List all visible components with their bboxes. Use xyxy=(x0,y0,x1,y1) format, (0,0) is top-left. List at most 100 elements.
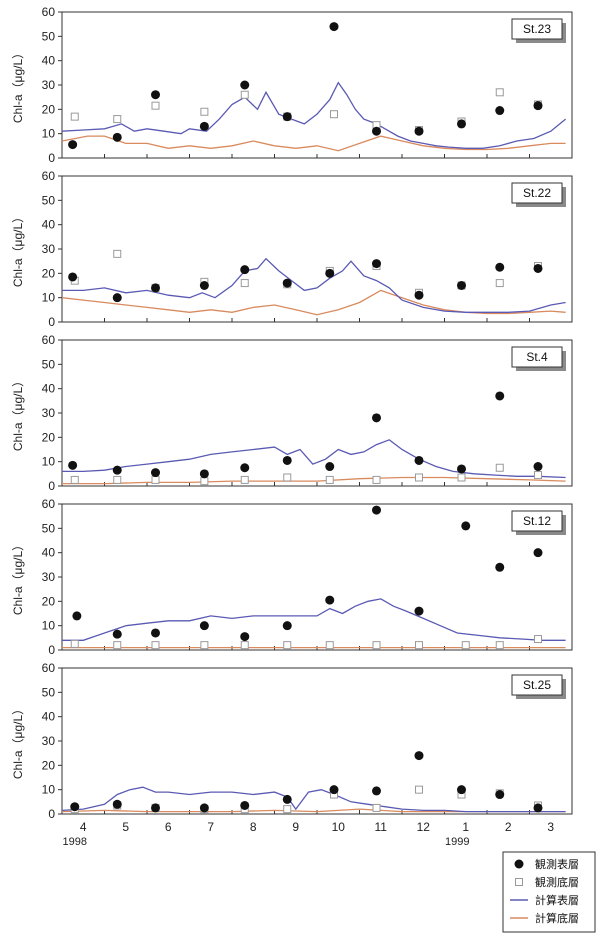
obs-surface-point xyxy=(199,469,209,479)
x-tick-label: 2 xyxy=(505,820,512,834)
obs-bottom-point xyxy=(113,475,122,484)
obs-bottom-point xyxy=(415,473,423,482)
x-tick-label: 4 xyxy=(80,820,87,834)
obs-bottom-point xyxy=(283,805,292,814)
y-tick-label: 30 xyxy=(42,406,56,420)
obs-bottom-point xyxy=(283,473,292,482)
obs-surface-point xyxy=(325,268,335,278)
obs-surface-point xyxy=(329,22,339,32)
obs-surface-point xyxy=(282,455,292,465)
obs-surface-point xyxy=(112,799,122,809)
obs-surface-point xyxy=(414,455,424,465)
obs-surface-point xyxy=(151,628,160,638)
obs-bottom-point xyxy=(325,475,334,484)
y-tick-label: 50 xyxy=(42,685,56,699)
y-tick-label: 60 xyxy=(42,333,56,347)
obs-surface-point xyxy=(240,632,250,642)
obs-surface-point xyxy=(533,101,543,111)
obs-surface-point xyxy=(533,803,543,813)
plot-frame xyxy=(61,339,573,487)
obs-bottom-point xyxy=(151,475,160,484)
obs-surface-point xyxy=(112,465,122,475)
plot-frame xyxy=(61,11,573,159)
station-label: St.22 xyxy=(523,186,551,200)
obs-surface-point xyxy=(112,293,122,303)
obs-surface-point xyxy=(68,140,78,150)
y-tick-label: 10 xyxy=(42,127,56,141)
calc-bottom-line xyxy=(61,135,566,152)
obs-surface-point xyxy=(461,521,471,531)
y-tick-label: 30 xyxy=(42,734,56,748)
x-tick-label: 9 xyxy=(292,820,299,834)
obs-bottom-point xyxy=(283,641,292,650)
y-tick-label: 20 xyxy=(42,594,56,608)
obs-surface-point xyxy=(240,80,250,90)
y-tick-label: 10 xyxy=(42,455,56,469)
obs-surface-point xyxy=(414,751,424,761)
x-tick-label: 7 xyxy=(207,820,214,834)
calc-surface-line xyxy=(61,81,567,149)
obs-surface-point xyxy=(372,413,381,423)
y-tick-label: 60 xyxy=(42,169,56,183)
obs-surface-point xyxy=(533,548,543,558)
calc-surface-line xyxy=(62,257,566,313)
obs-surface-point xyxy=(457,119,466,129)
obs-bottom-point xyxy=(151,101,160,110)
obs-surface-point xyxy=(72,611,82,621)
x-tick-label: 10 xyxy=(332,820,346,834)
obs-bottom-point xyxy=(495,463,504,472)
obs-surface-point xyxy=(199,121,209,131)
obs-bottom-point xyxy=(372,803,381,812)
obs-bottom-point xyxy=(372,475,381,484)
y-tick-label: 0 xyxy=(48,643,55,657)
obs-surface-point xyxy=(495,790,505,800)
obs-surface-point xyxy=(372,505,381,515)
station-box xyxy=(511,18,563,40)
legend-label: 計算表層 xyxy=(535,893,579,907)
y-tick-label: 30 xyxy=(42,242,56,256)
obs-surface-point xyxy=(151,468,160,478)
obs-surface-point xyxy=(325,595,335,605)
obs-bottom-point xyxy=(415,785,423,794)
obs-surface-point xyxy=(199,621,209,631)
obs-surface-point xyxy=(199,803,209,813)
y-tick-label: 20 xyxy=(42,430,56,444)
obs-bottom-point xyxy=(240,641,249,650)
obs-surface-point xyxy=(414,126,424,136)
y-tick-label: 20 xyxy=(42,266,56,280)
obs-bottom-point xyxy=(495,279,504,288)
obs-surface-point xyxy=(199,281,209,290)
y-tick-label: 50 xyxy=(42,193,56,207)
y-tick-label: 60 xyxy=(42,497,56,511)
legend-marker-obs-surface xyxy=(514,859,524,869)
x-tick-label: 8 xyxy=(250,820,257,834)
y-axis-label: Chl-a（μg/L） xyxy=(11,375,25,451)
obs-bottom-point xyxy=(151,641,160,650)
y-tick-label: 10 xyxy=(42,291,56,305)
legend-label: 計算底層 xyxy=(535,911,579,925)
obs-surface-point xyxy=(282,278,292,288)
calc-surface-line xyxy=(62,598,566,641)
panel-st22: 0 10 20 30 40 50 60 Chl-a（μg/L） St.22 xyxy=(11,169,573,329)
obs-surface-point xyxy=(240,800,250,810)
obs-bottom-point xyxy=(534,635,542,644)
station-label: St.12 xyxy=(523,514,551,528)
obs-surface-point xyxy=(112,132,122,142)
obs-bottom-point xyxy=(534,471,542,480)
obs-surface-point xyxy=(151,803,160,813)
obs-bottom-point xyxy=(70,475,79,484)
obs-bottom-point xyxy=(200,641,209,650)
obs-bottom-point xyxy=(372,641,381,650)
station-label: St.4 xyxy=(526,350,548,364)
obs-bottom-point xyxy=(70,639,79,648)
obs-surface-point xyxy=(372,259,381,269)
x-tick-label: 6 xyxy=(165,820,172,834)
obs-bottom-point xyxy=(70,112,79,121)
y-axis-label: Chl-a（μg/L） xyxy=(11,47,25,123)
station-box xyxy=(511,182,563,204)
obs-surface-point xyxy=(533,462,543,472)
y-tick-label: 60 xyxy=(42,661,56,675)
obs-bottom-point xyxy=(113,249,122,258)
obs-surface-point xyxy=(151,90,160,100)
obs-surface-point xyxy=(457,785,466,795)
